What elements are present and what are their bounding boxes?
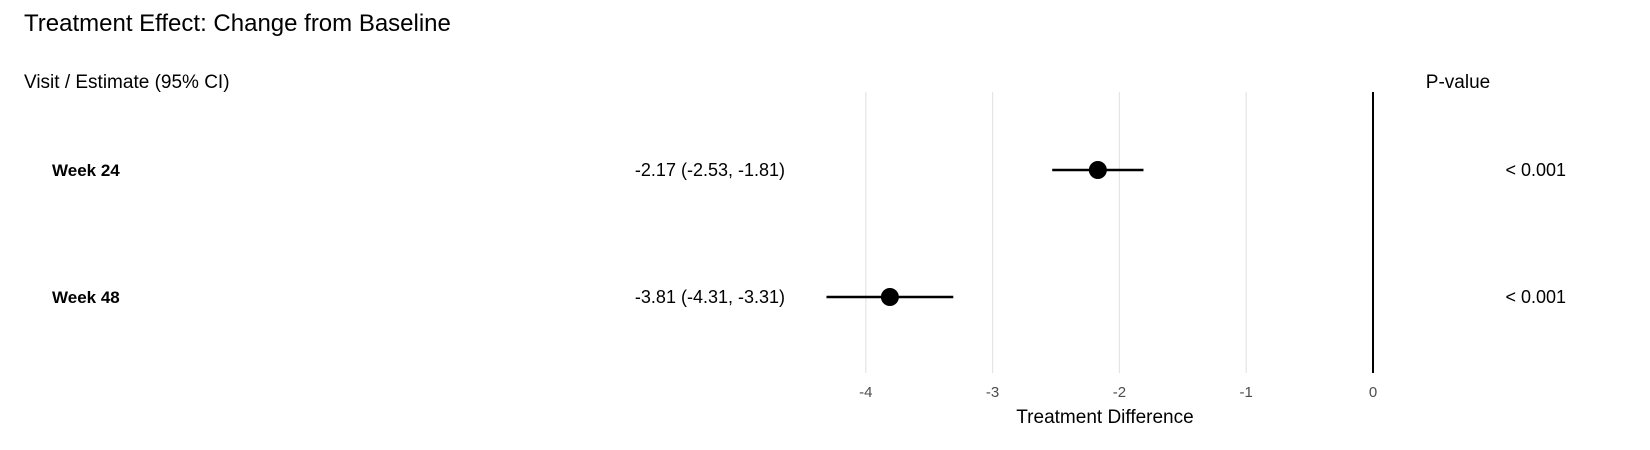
point-estimate — [1088, 161, 1107, 179]
x-tick-label: -4 — [859, 384, 872, 401]
row-label: Week 24 — [52, 161, 120, 180]
left-column-header: Visit / Estimate (95% CI) — [24, 72, 230, 93]
gridlines — [865, 92, 1374, 373]
point-estimate — [880, 288, 899, 306]
p-value-header: P-value — [1426, 72, 1490, 93]
estimate-text: -3.81 (-4.31, -3.31) — [635, 287, 785, 307]
estimate-text: -2.17 (-2.53, -1.81) — [635, 160, 785, 180]
x-axis-ticks: -4 -3 -2 -1 0 — [859, 384, 1377, 401]
x-tick-label: -1 — [1240, 384, 1253, 401]
x-tick-label: -3 — [986, 384, 999, 401]
forest-row: Week 24 -2.17 (-2.53, -1.81) < 0.001 — [52, 160, 1566, 180]
x-axis-label: Treatment Difference — [1016, 407, 1193, 428]
chart-title: Treatment Effect: Change from Baseline — [24, 10, 451, 37]
x-tick-label: 0 — [1369, 384, 1377, 401]
p-value: < 0.001 — [1505, 287, 1566, 307]
x-tick-label: -2 — [1113, 384, 1126, 401]
p-value: < 0.001 — [1505, 160, 1566, 180]
forest-row: Week 48 -3.81 (-4.31, -3.31) < 0.001 — [52, 287, 1566, 307]
row-label: Week 48 — [52, 288, 120, 307]
